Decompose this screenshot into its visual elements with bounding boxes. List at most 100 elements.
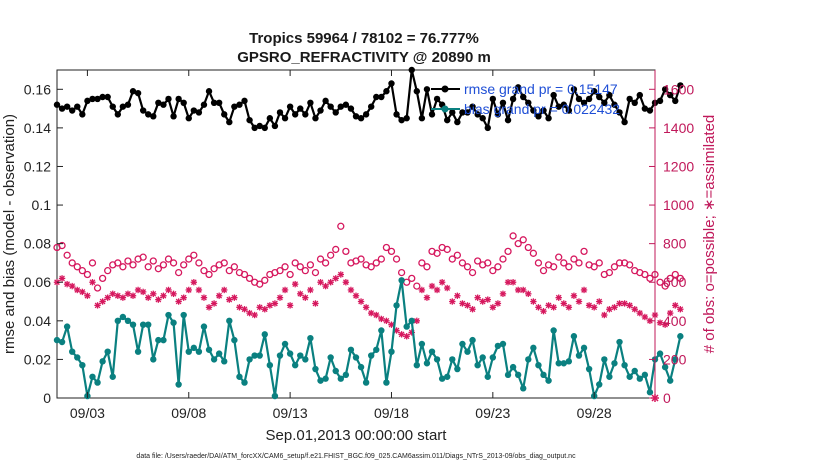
- rmse-point: [317, 107, 324, 114]
- bias-point: [484, 373, 491, 380]
- bias-point: [241, 379, 248, 386]
- possible-obs-point: [641, 270, 649, 279]
- possible-obs-point: [463, 263, 472, 271]
- assimilated-obs-point: [84, 292, 91, 299]
- rmse-point: [63, 103, 71, 110]
- x-tick-label: 09/23: [475, 405, 510, 421]
- possible-obs-point: [357, 255, 365, 263]
- bias-point: [342, 371, 350, 379]
- possible-obs-point: [509, 232, 517, 240]
- bias-point: [368, 352, 375, 359]
- possible-obs-point: [342, 247, 350, 256]
- rmse-point: [302, 111, 309, 118]
- rmse-point: [423, 86, 431, 93]
- possible-obs-point: [129, 261, 137, 269]
- rmse-point: [489, 95, 497, 103]
- rmse-point: [484, 124, 491, 132]
- possible-obs-point: [98, 274, 107, 283]
- possible-obs-point: [230, 263, 239, 271]
- rmse-point: [170, 113, 177, 120]
- assimilated-obs-point: [530, 298, 537, 305]
- possible-obs-point: [387, 247, 396, 256]
- possible-obs-point: [291, 259, 299, 267]
- rmse-point: [514, 84, 522, 91]
- possible-obs-point: [534, 259, 543, 267]
- bias-point: [256, 352, 263, 359]
- rmse-point: [444, 116, 451, 124]
- rmse-point: [175, 95, 182, 103]
- rmse-point: [590, 88, 598, 95]
- possible-obs-point: [321, 259, 330, 267]
- possible-obs-point: [327, 251, 335, 259]
- bias-point: [535, 362, 542, 369]
- possible-obs-point: [423, 263, 431, 271]
- bias-point: [150, 356, 157, 363]
- possible-obs-point: [144, 263, 152, 271]
- possible-obs-point: [104, 267, 112, 275]
- rmse-point: [398, 116, 405, 124]
- rmse-point: [393, 111, 400, 118]
- rmse-point: [69, 107, 76, 114]
- bias-point: [438, 375, 446, 382]
- assimilated-obs-point: [520, 286, 527, 294]
- assimilated-obs-point: [104, 294, 111, 301]
- possible-obs-point: [448, 255, 456, 263]
- rmse-point: [596, 93, 603, 101]
- rmse-point: [580, 99, 588, 107]
- assimilated-obs-point: [636, 309, 643, 317]
- rmse-series-group: [53, 66, 684, 132]
- assimilated-obs-point: [337, 271, 344, 278]
- assimilated-obs-point: [69, 282, 76, 290]
- x-axis-label: Sep.01,2013 00:00:00 start: [266, 427, 448, 444]
- rmse-point: [646, 107, 654, 114]
- assimilated-obs-point: [509, 279, 517, 286]
- bias-point: [509, 363, 517, 371]
- bias-point: [641, 371, 649, 379]
- bias-point: [246, 356, 253, 363]
- assimilated-obs-point: [291, 280, 299, 288]
- assimilated-obs-point: [580, 286, 588, 294]
- rmse-point: [210, 99, 218, 107]
- bias-point: [570, 333, 578, 340]
- bias-point: [160, 336, 167, 344]
- bias-point: [413, 362, 421, 369]
- assimilated-obs-point: [661, 321, 669, 328]
- assimilated-obs-point: [667, 309, 674, 317]
- assimilated-obs-point: [139, 288, 147, 296]
- y-left-tick-label: 0.06: [24, 274, 51, 290]
- possible-obs-point: [519, 236, 527, 244]
- bias-point: [525, 356, 532, 363]
- rmse-point: [251, 124, 258, 132]
- possible-obs-point: [88, 259, 97, 267]
- bias-point: [428, 348, 436, 355]
- bias-point: [58, 338, 66, 346]
- assimilated-obs-point: [251, 311, 258, 319]
- rmse-point: [256, 122, 263, 130]
- rmse-point: [570, 86, 578, 93]
- bias-point: [611, 360, 618, 367]
- assimilated-obs-point: [398, 331, 405, 338]
- y-axis-right-label: # of obs: o=possible; ∗=assimilated: [701, 115, 718, 354]
- rmse-point: [312, 115, 319, 122]
- assimilated-obs-point: [368, 309, 375, 317]
- bias-point: [418, 340, 426, 348]
- bias-point: [596, 381, 603, 388]
- assimilated-obs-point: [58, 275, 66, 282]
- possible-obs-point: [78, 267, 86, 275]
- bias-point: [550, 327, 557, 334]
- y-axis-left-label: rmse and bias (model - observation): [1, 114, 18, 354]
- bias-point: [373, 346, 380, 353]
- bias-point: [514, 371, 522, 379]
- possible-obs-point: [433, 249, 441, 257]
- assimilated-obs-point: [231, 294, 238, 301]
- rmse-point: [585, 95, 593, 103]
- bias-point: [53, 336, 61, 344]
- bias-point: [317, 377, 324, 384]
- possible-obs-point: [453, 251, 462, 259]
- assimilated-obs-point: [200, 294, 208, 301]
- assimilated-obs-point: [170, 290, 177, 298]
- rmse-point: [145, 111, 152, 118]
- bias-series-group: [53, 277, 684, 400]
- bias-point: [362, 379, 370, 386]
- bias-point: [479, 354, 486, 361]
